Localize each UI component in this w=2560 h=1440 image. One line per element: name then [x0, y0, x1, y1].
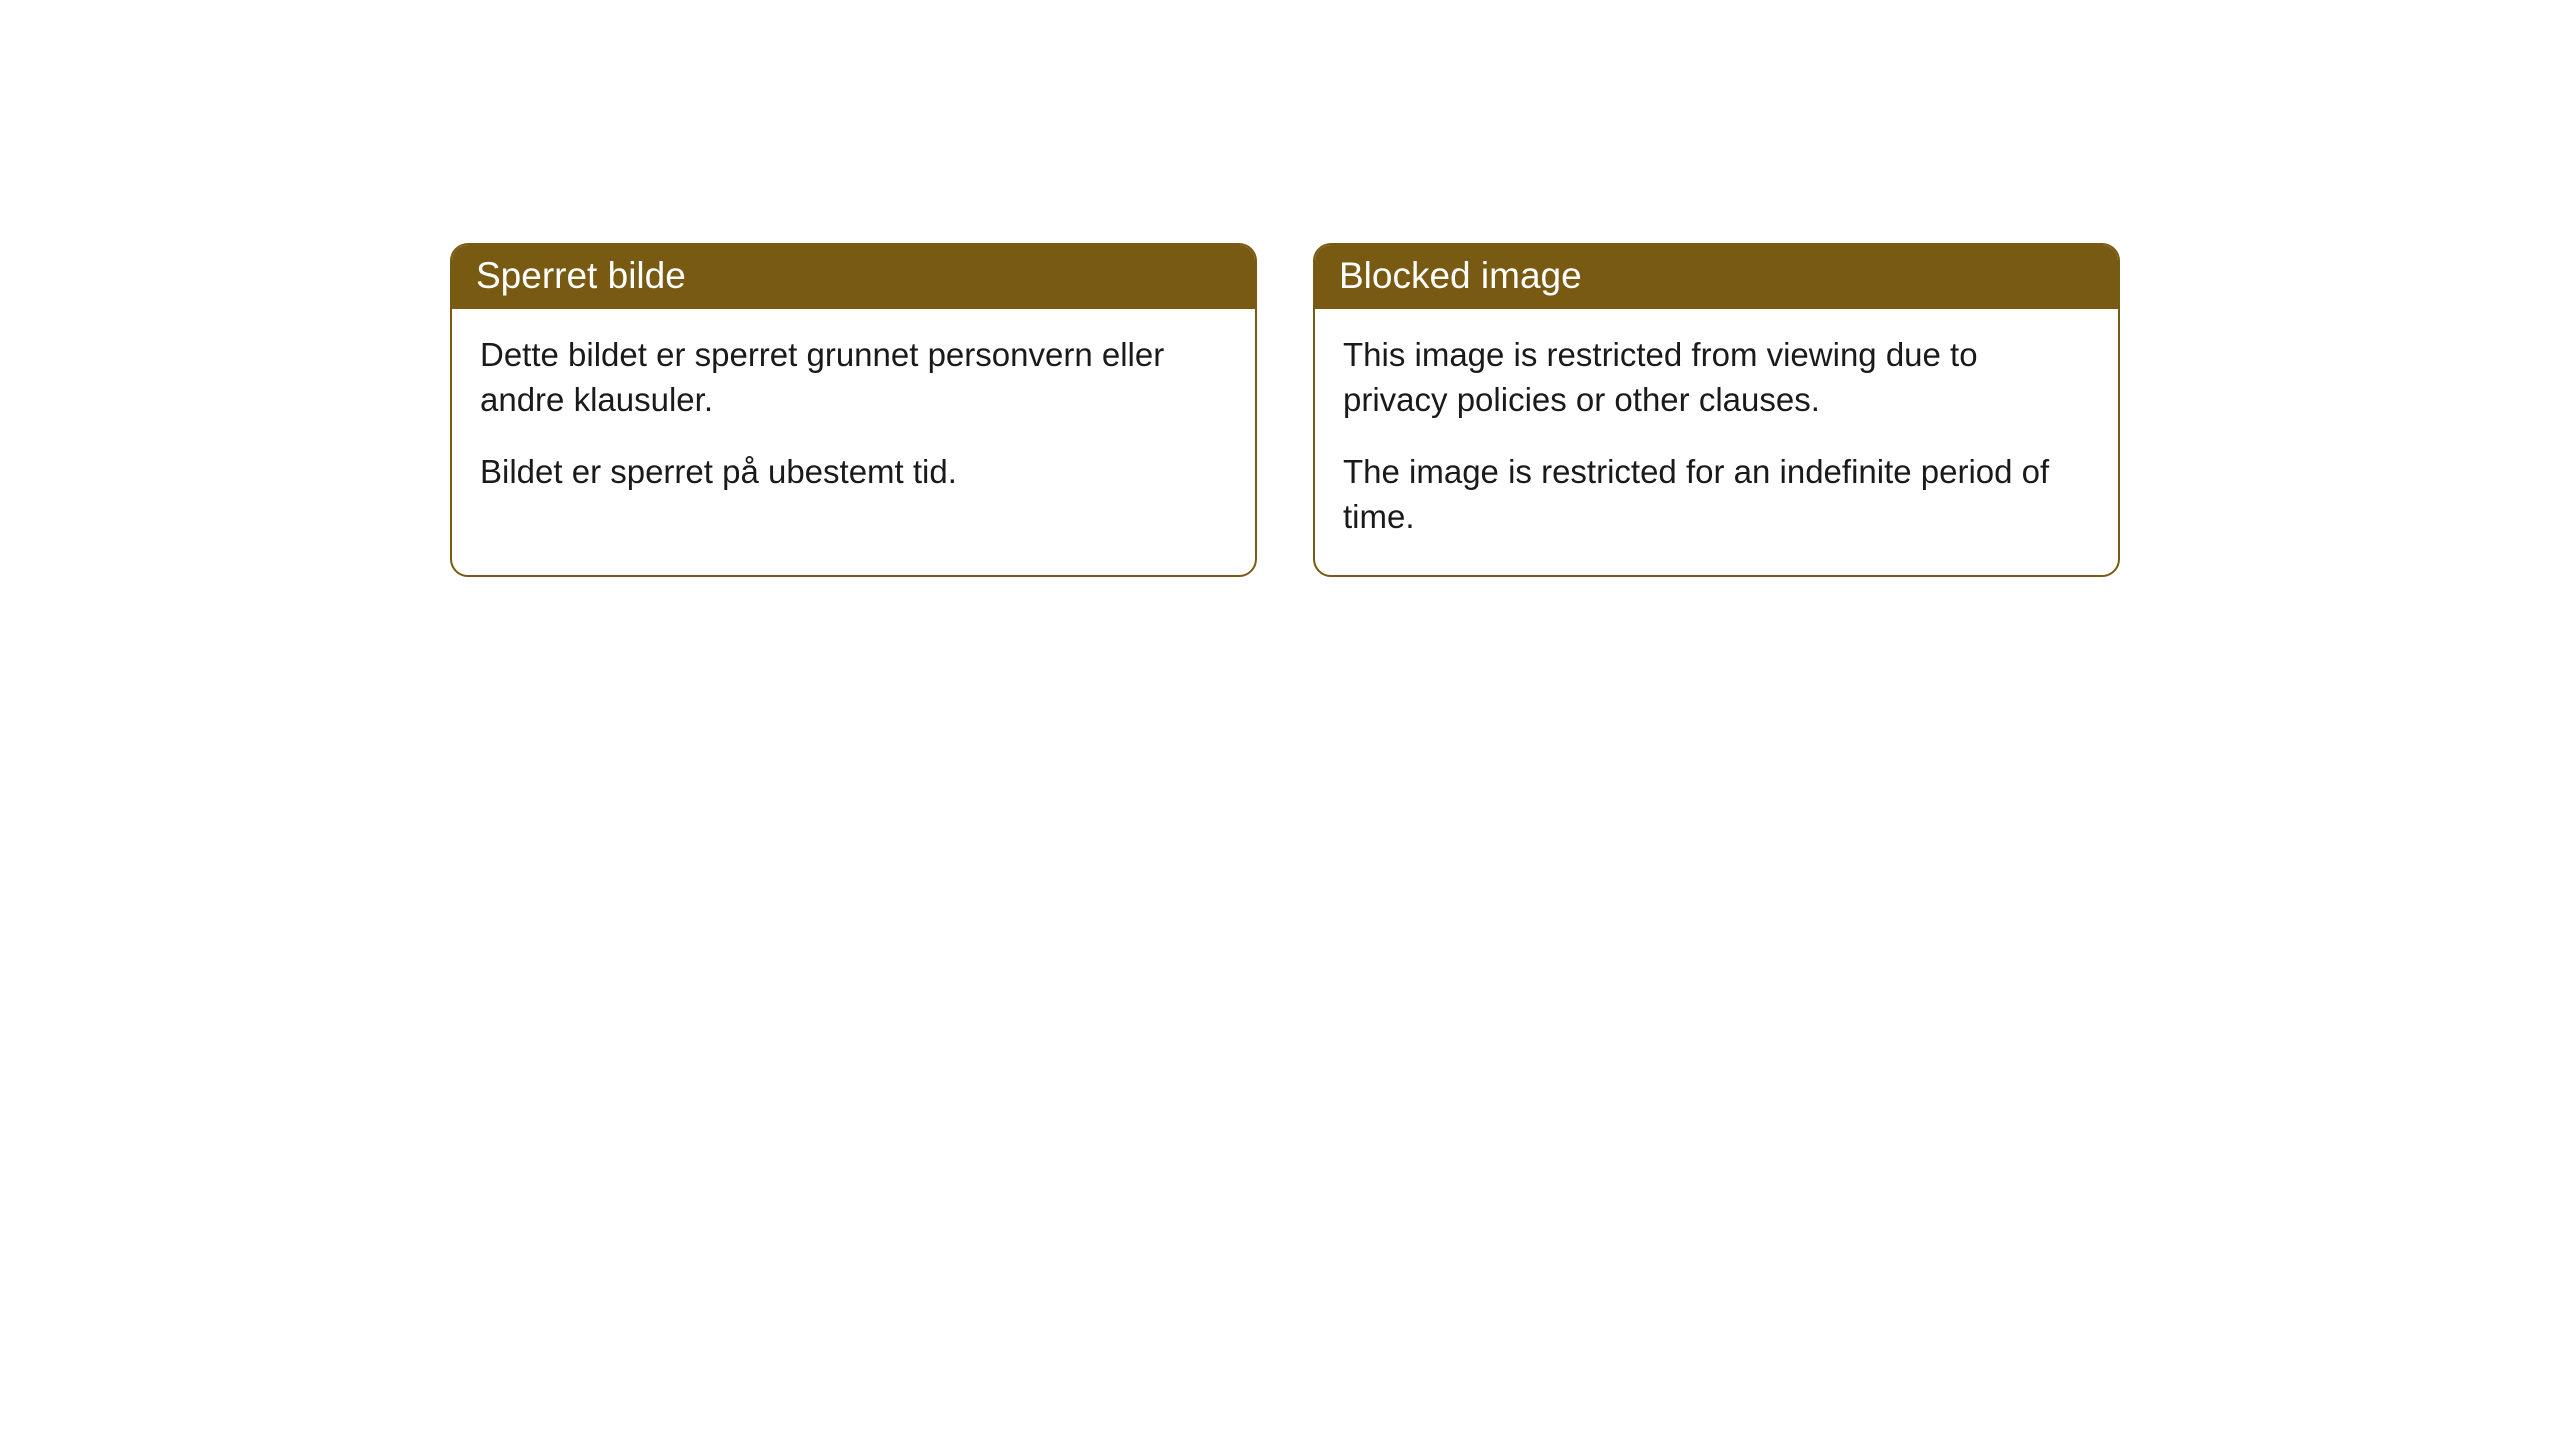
card-title: Sperret bilde [476, 255, 686, 296]
notice-cards-container: Sperret bilde Dette bildet er sperret gr… [450, 243, 2120, 577]
card-body: This image is restricted from viewing du… [1315, 309, 2118, 575]
card-header: Sperret bilde [452, 245, 1255, 309]
card-paragraph: Dette bildet er sperret grunnet personve… [480, 333, 1227, 422]
blocked-image-card-english: Blocked image This image is restricted f… [1313, 243, 2120, 577]
blocked-image-card-norwegian: Sperret bilde Dette bildet er sperret gr… [450, 243, 1257, 577]
card-paragraph: Bildet er sperret på ubestemt tid. [480, 450, 1227, 495]
card-paragraph: This image is restricted from viewing du… [1343, 333, 2090, 422]
card-paragraph: The image is restricted for an indefinit… [1343, 450, 2090, 539]
card-title: Blocked image [1339, 255, 1582, 296]
card-body: Dette bildet er sperret grunnet personve… [452, 309, 1255, 531]
card-header: Blocked image [1315, 245, 2118, 309]
